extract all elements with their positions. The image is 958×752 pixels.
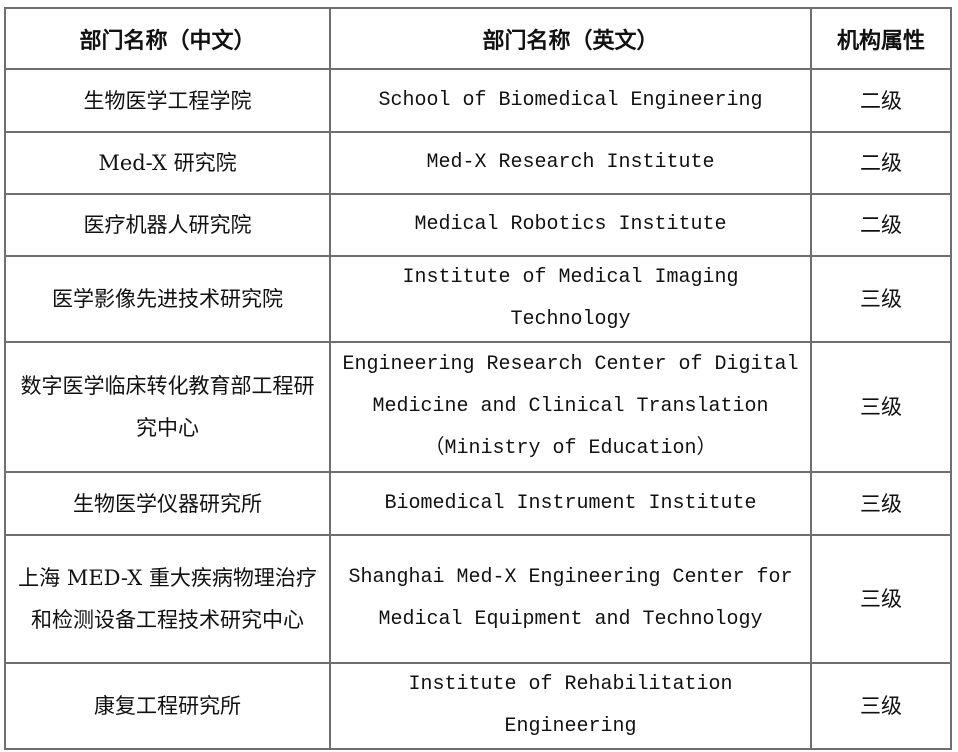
header-chinese-name: 部门名称（中文） — [4, 7, 331, 70]
header-level: 机构属性 — [810, 7, 952, 70]
chinese-name-cell: 医学影像先进技术研究院 — [4, 255, 331, 343]
table-row: 医疗机器人研究院 Medical Robotics Institute 二级 — [4, 193, 952, 257]
table-row: 生物医学仪器研究所 Biomedical Instrument Institute… — [4, 471, 952, 536]
table-row: 上海 MED-X 重大疾病物理治疗和检测设备工程技术研究中心 Shanghai M… — [4, 534, 952, 664]
english-name-cell: Shanghai Med-X Engineering Center for Me… — [329, 534, 812, 664]
english-name-cell: School of Biomedical Engineering — [329, 68, 812, 133]
english-name-cell: Med-X Research Institute — [329, 131, 812, 195]
english-name-cell: Institute of Rehabilitation Engineering — [329, 662, 812, 750]
header-row: 部门名称（中文） 部门名称（英文） 机构属性 — [4, 7, 952, 70]
department-table: 部门名称（中文） 部门名称（英文） 机构属性 生物医学工程学院 School of… — [4, 7, 952, 750]
header-english-name: 部门名称（英文） — [329, 7, 812, 70]
chinese-name-cell: 数字医学临床转化教育部工程研究中心 — [4, 341, 331, 473]
level-cell: 三级 — [810, 255, 952, 343]
level-cell: 三级 — [810, 534, 952, 664]
table-row: 康复工程研究所 Institute of Rehabilitation Engin… — [4, 662, 952, 750]
chinese-name-cell: 生物医学工程学院 — [4, 68, 331, 133]
chinese-name-cell: 医疗机器人研究院 — [4, 193, 331, 257]
level-cell: 二级 — [810, 131, 952, 195]
english-name-cell: Institute of Medical Imaging Technology — [329, 255, 812, 343]
chinese-name-cell: 上海 MED-X 重大疾病物理治疗和检测设备工程技术研究中心 — [4, 534, 331, 664]
chinese-name-cell: Med-X 研究院 — [4, 131, 331, 195]
english-name-cell: Biomedical Instrument Institute — [329, 471, 812, 536]
level-cell: 二级 — [810, 68, 952, 133]
table-row: 数字医学临床转化教育部工程研究中心 Engineering Research Ce… — [4, 341, 952, 473]
level-cell: 三级 — [810, 341, 952, 473]
english-name-cell: Medical Robotics Institute — [329, 193, 812, 257]
level-cell: 二级 — [810, 193, 952, 257]
english-name-cell: Engineering Research Center of Digital M… — [329, 341, 812, 473]
table-row: 生物医学工程学院 School of Biomedical Engineering… — [4, 68, 952, 133]
level-cell: 三级 — [810, 662, 952, 750]
chinese-name-cell: 康复工程研究所 — [4, 662, 331, 750]
chinese-name-cell: 生物医学仪器研究所 — [4, 471, 331, 536]
table-row: Med-X 研究院 Med-X Research Institute 二级 — [4, 131, 952, 195]
table-row: 医学影像先进技术研究院 Institute of Medical Imaging … — [4, 255, 952, 343]
level-cell: 三级 — [810, 471, 952, 536]
